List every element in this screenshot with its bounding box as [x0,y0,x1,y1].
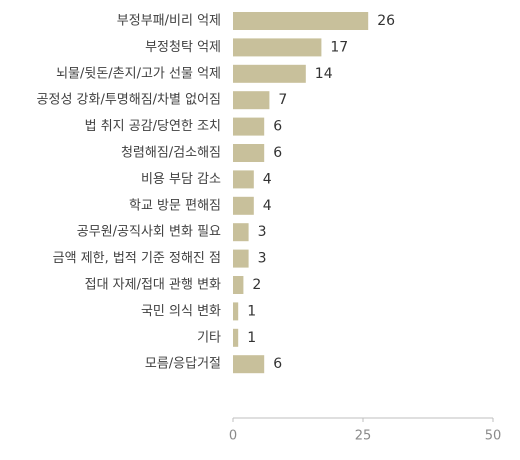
data-label: 3 [258,224,267,240]
category-label: 기타 [197,330,221,345]
data-label: 7 [278,92,287,108]
bar [233,170,254,189]
data-label: 14 [315,66,333,82]
bar [233,64,306,83]
bar [233,91,270,110]
data-label: 4 [263,171,272,187]
data-label: 6 [273,119,282,135]
bar [233,355,265,374]
bar [233,12,369,30]
category-label: 공정성 강화/투명해짐/차별 없어짐 [37,93,221,108]
bar [233,328,239,347]
x-tick-label: 50 [485,429,502,444]
bar [233,249,249,268]
data-label: 3 [258,251,267,267]
bar [233,144,265,162]
data-label: 4 [263,198,272,214]
data-label: 1 [247,330,256,346]
category-label: 뇌물/뒷돈/촌지/고가 선물 억제 [56,66,221,81]
data-label: 1 [247,303,256,319]
bar [233,196,254,215]
category-label: 청렴해짐/검소해짐 [121,146,221,161]
category-label: 금액 제한, 법적 기준 정해진 점 [53,251,221,266]
category-label: 모름/응답거절 [145,357,221,372]
bar [233,276,244,294]
category-label: 법 취지 공감/당연한 조치 [85,119,221,134]
x-tick-label: 0 [229,429,237,444]
x-axis: 0 25 50 [229,417,502,444]
category-label: 국민 의식 변화 [141,304,221,319]
category-label: 부정부패/비리 억제 [117,14,221,29]
x-tick-label: 25 [355,429,372,444]
data-label: 6 [273,145,282,161]
bar [233,38,322,57]
bars-layer [233,12,369,374]
category-label: 부정청탁 억제 [145,40,221,55]
category-label: 학교 방문 편해짐 [129,198,221,213]
bar [233,302,239,321]
data-label: 2 [252,277,261,293]
bar [233,223,249,242]
category-label: 비용 부담 감소 [141,172,221,187]
category-label: 공무원/공직사회 변화 필요 [77,225,221,240]
data-label: 26 [377,13,395,29]
bar [233,117,265,136]
category-label: 접대 자제/접대 관행 변화 [85,277,221,293]
data-label: 17 [330,39,348,55]
data-label: 6 [273,356,282,372]
